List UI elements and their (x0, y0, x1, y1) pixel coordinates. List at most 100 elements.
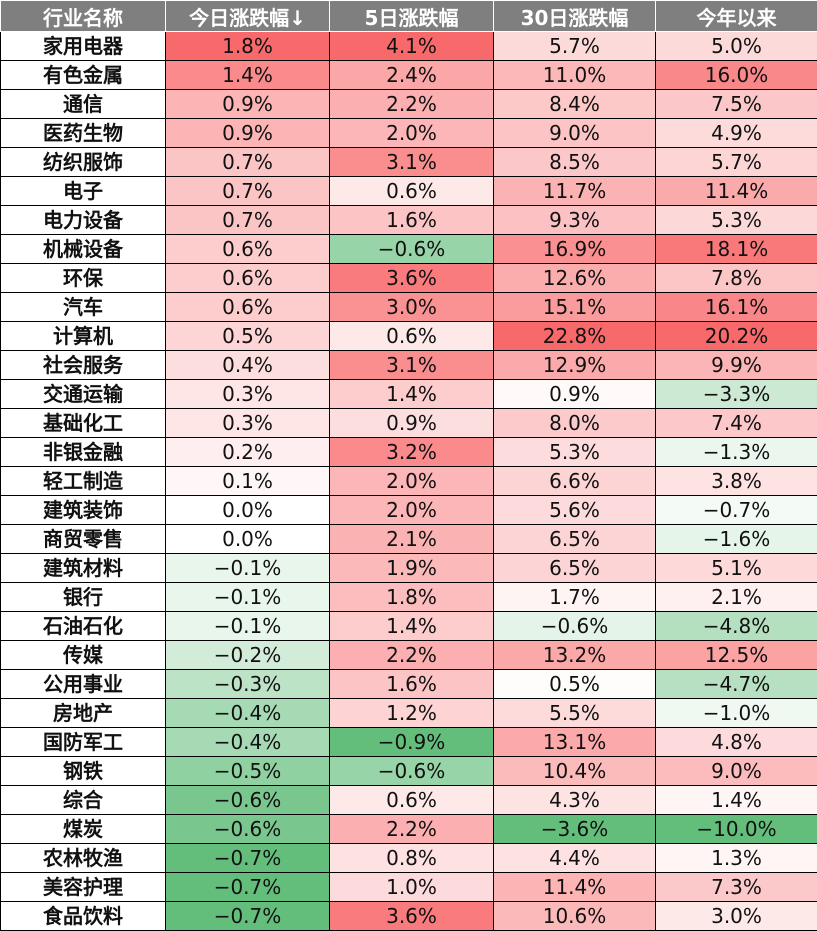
ytd-change-cell: 7.5% (656, 90, 817, 119)
today-change-cell: 0.6% (166, 235, 330, 264)
30day-change-cell: 22.8% (494, 322, 656, 351)
col-header-industry[interactable]: 行业名称 (1, 1, 166, 32)
30day-change-cell: 15.1% (494, 293, 656, 322)
5day-change-cell: −0.6% (330, 757, 494, 786)
ytd-change-cell: −10.0% (656, 815, 817, 844)
ytd-change-cell: 2.1% (656, 583, 817, 612)
5day-change-cell: 1.6% (330, 670, 494, 699)
30day-change-cell: 11.7% (494, 177, 656, 206)
ytd-change-cell: −1.6% (656, 525, 817, 554)
ytd-change-cell: 16.1% (656, 293, 817, 322)
today-change-cell: 0.7% (166, 206, 330, 235)
table-row: 钢铁−0.5%−0.6%10.4%9.0% (1, 757, 817, 786)
5day-change-cell: −0.9% (330, 728, 494, 757)
table-row: 食品饮料−0.7%3.6%10.6%3.0% (1, 902, 817, 931)
today-change-cell: −0.7% (166, 873, 330, 902)
col-header-today-change[interactable]: 今日涨跌幅↓ (166, 1, 330, 32)
5day-change-cell: 2.1% (330, 525, 494, 554)
industry-name-cell: 轻工制造 (1, 467, 166, 496)
today-change-cell: −0.6% (166, 786, 330, 815)
industry-name-cell: 汽车 (1, 293, 166, 322)
today-change-cell: −0.1% (166, 583, 330, 612)
5day-change-cell: 2.0% (330, 496, 494, 525)
30day-change-cell: −0.6% (494, 612, 656, 641)
5day-change-cell: 1.4% (330, 380, 494, 409)
industry-name-cell: 社会服务 (1, 351, 166, 380)
industry-name-cell: 综合 (1, 786, 166, 815)
30day-change-cell: 8.0% (494, 409, 656, 438)
5day-change-cell: 3.0% (330, 293, 494, 322)
5day-change-cell: 2.0% (330, 467, 494, 496)
table-row: 煤炭−0.6%2.2%−3.6%−10.0% (1, 815, 817, 844)
table-row: 石油石化−0.1%1.4%−0.6%−4.8% (1, 612, 817, 641)
col-header-5day-change[interactable]: 5日涨跌幅 (330, 1, 494, 32)
table-row: 公用事业−0.3%1.6%0.5%−4.7% (1, 670, 817, 699)
table-row: 银行−0.1%1.8%1.7%2.1% (1, 583, 817, 612)
ytd-change-cell: 9.0% (656, 757, 817, 786)
5day-change-cell: 2.2% (330, 641, 494, 670)
5day-change-cell: 4.1% (330, 32, 494, 61)
header-row: 行业名称 今日涨跌幅↓ 5日涨跌幅 30日涨跌幅 今年以来 (1, 1, 817, 32)
today-change-cell: 0.0% (166, 525, 330, 554)
table-row: 房地产−0.4%1.2%5.5%−1.0% (1, 699, 817, 728)
col-header-ytd-change[interactable]: 今年以来 (656, 1, 817, 32)
5day-change-cell: 1.2% (330, 699, 494, 728)
table-row: 建筑材料−0.1%1.9%6.5%5.1% (1, 554, 817, 583)
30day-change-cell: −3.6% (494, 815, 656, 844)
30day-change-cell: 12.9% (494, 351, 656, 380)
table-row: 传媒−0.2%2.2%13.2%12.5% (1, 641, 817, 670)
industry-name-cell: 电子 (1, 177, 166, 206)
today-change-cell: −0.1% (166, 612, 330, 641)
30day-change-cell: 6.5% (494, 554, 656, 583)
industry-name-cell: 钢铁 (1, 757, 166, 786)
5day-change-cell: 2.0% (330, 119, 494, 148)
5day-change-cell: 0.6% (330, 786, 494, 815)
industry-name-cell: 食品饮料 (1, 902, 166, 931)
5day-change-cell: 1.9% (330, 554, 494, 583)
today-change-cell: −0.7% (166, 844, 330, 873)
today-change-cell: 0.9% (166, 119, 330, 148)
ytd-change-cell: 5.0% (656, 32, 817, 61)
ytd-change-cell: 20.2% (656, 322, 817, 351)
30day-change-cell: 1.7% (494, 583, 656, 612)
industry-name-cell: 通信 (1, 90, 166, 119)
ytd-change-cell: 4.8% (656, 728, 817, 757)
industry-name-cell: 家用电器 (1, 32, 166, 61)
5day-change-cell: 3.1% (330, 351, 494, 380)
ytd-change-cell: 3.8% (656, 467, 817, 496)
col-header-30day-change[interactable]: 30日涨跌幅 (494, 1, 656, 32)
30day-change-cell: 4.4% (494, 844, 656, 873)
table-row: 美容护理−0.7%1.0%11.4%7.3% (1, 873, 817, 902)
ytd-change-cell: 4.9% (656, 119, 817, 148)
today-change-cell: 0.7% (166, 148, 330, 177)
ytd-change-cell: 5.3% (656, 206, 817, 235)
industry-name-cell: 基础化工 (1, 409, 166, 438)
ytd-change-cell: −1.0% (656, 699, 817, 728)
industry-name-cell: 非银金融 (1, 438, 166, 467)
30day-change-cell: 0.9% (494, 380, 656, 409)
ytd-change-cell: 1.4% (656, 786, 817, 815)
ytd-change-cell: 1.3% (656, 844, 817, 873)
5day-change-cell: 0.8% (330, 844, 494, 873)
ytd-change-cell: 16.0% (656, 61, 817, 90)
5day-change-cell: 1.6% (330, 206, 494, 235)
industry-name-cell: 建筑材料 (1, 554, 166, 583)
industry-name-cell: 石油石化 (1, 612, 166, 641)
industry-name-cell: 房地产 (1, 699, 166, 728)
30day-change-cell: 11.4% (494, 873, 656, 902)
industry-name-cell: 银行 (1, 583, 166, 612)
today-change-cell: 0.6% (166, 264, 330, 293)
ytd-change-cell: −4.8% (656, 612, 817, 641)
today-change-cell: −0.4% (166, 699, 330, 728)
